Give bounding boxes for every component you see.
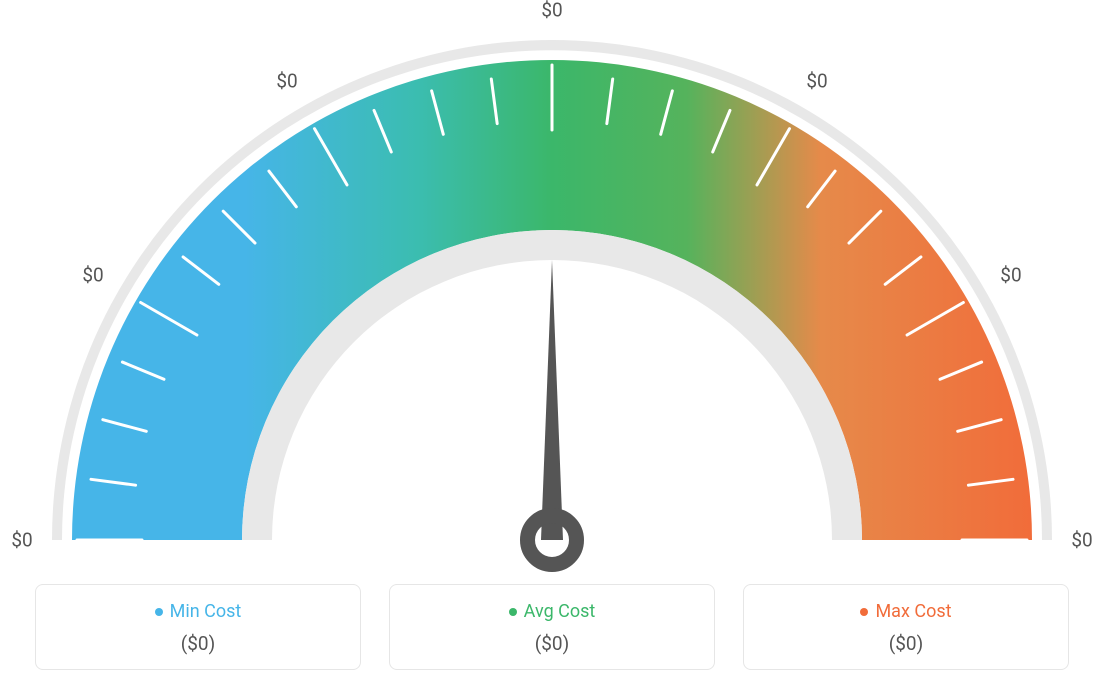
gauge-chart: $0 $0 $0 $0 $0 $0 $0 — [0, 0, 1104, 560]
gauge-scale-label: $0 — [806, 70, 827, 93]
legend-card-avg: Avg Cost ($0) — [389, 584, 715, 671]
legend-label-min: Min Cost — [170, 601, 242, 622]
gauge-scale-label: $0 — [276, 70, 297, 93]
legend-value-avg: ($0) — [400, 632, 704, 655]
legend-title-avg: Avg Cost — [509, 601, 596, 622]
dot-icon — [860, 608, 868, 616]
legend-card-min: Min Cost ($0) — [35, 584, 361, 671]
legend-value-min: ($0) — [46, 632, 350, 655]
legend-card-max: Max Cost ($0) — [743, 584, 1069, 671]
legend-row: Min Cost ($0) Avg Cost ($0) Max Cost ($0… — [0, 584, 1104, 671]
legend-title-max: Max Cost — [860, 601, 951, 622]
legend-value-max: ($0) — [754, 632, 1058, 655]
gauge-scale-label: $0 — [82, 264, 103, 287]
gauge-scale-label: $0 — [11, 529, 32, 552]
gauge-scale-label: $0 — [1071, 529, 1092, 552]
gauge-scale-label: $0 — [541, 0, 562, 22]
legend-label-avg: Avg Cost — [524, 601, 596, 622]
dot-icon — [155, 608, 163, 616]
legend-label-max: Max Cost — [875, 601, 951, 622]
gauge-svg — [0, 0, 1104, 580]
dot-icon — [509, 608, 517, 616]
gauge-scale-label: $0 — [1000, 264, 1021, 287]
legend-title-min: Min Cost — [155, 601, 242, 622]
